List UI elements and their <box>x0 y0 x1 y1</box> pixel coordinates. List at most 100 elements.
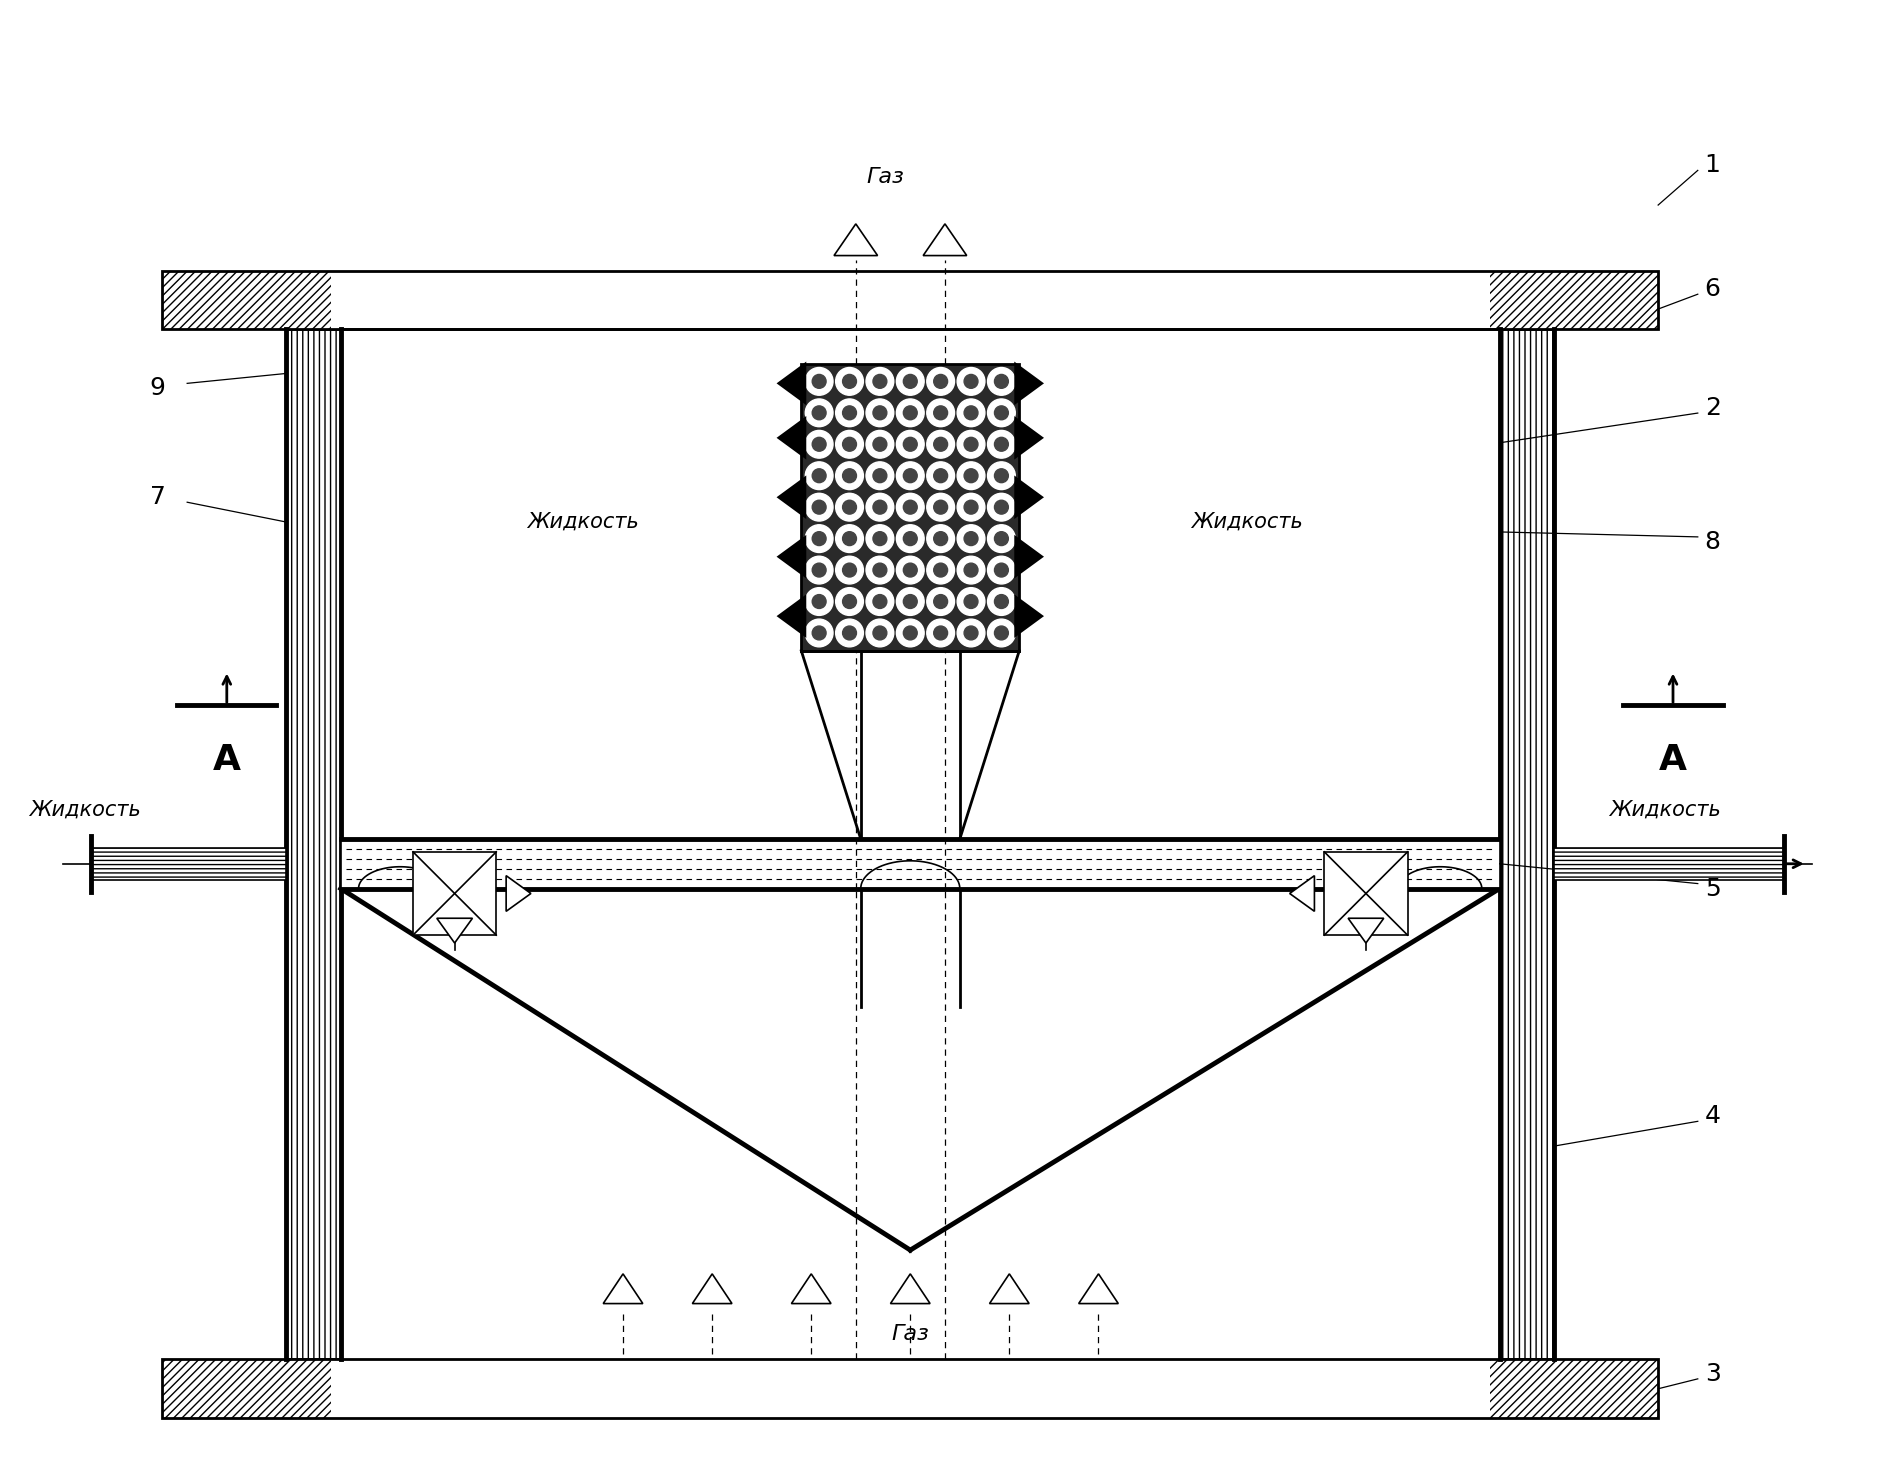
Circle shape <box>896 368 924 395</box>
Circle shape <box>926 556 955 584</box>
Circle shape <box>836 462 862 490</box>
Circle shape <box>964 500 977 514</box>
Circle shape <box>896 462 924 490</box>
Circle shape <box>934 375 947 388</box>
Circle shape <box>934 563 947 578</box>
Circle shape <box>896 588 924 616</box>
Circle shape <box>994 375 1009 388</box>
Circle shape <box>964 375 977 388</box>
Circle shape <box>866 494 894 520</box>
Polygon shape <box>1289 876 1315 911</box>
Circle shape <box>904 500 917 514</box>
Circle shape <box>988 431 1015 459</box>
Text: Газ: Газ <box>866 168 904 187</box>
Circle shape <box>806 398 832 426</box>
Circle shape <box>866 431 894 459</box>
Circle shape <box>904 438 917 451</box>
Circle shape <box>896 431 924 459</box>
Circle shape <box>806 556 832 584</box>
Circle shape <box>874 469 887 482</box>
Circle shape <box>956 494 985 520</box>
Circle shape <box>896 398 924 426</box>
Circle shape <box>988 588 1015 616</box>
Circle shape <box>988 619 1015 647</box>
Bar <box>1490 1360 1657 1419</box>
Polygon shape <box>990 1274 1030 1304</box>
Bar <box>413 853 496 935</box>
Circle shape <box>988 368 1015 395</box>
Circle shape <box>806 525 832 553</box>
Text: 5: 5 <box>1704 876 1721 901</box>
Circle shape <box>896 556 924 584</box>
Polygon shape <box>776 416 806 460</box>
Circle shape <box>866 398 894 426</box>
Circle shape <box>956 619 985 647</box>
Bar <box>162 1360 1657 1419</box>
Bar <box>90 848 286 879</box>
Circle shape <box>812 563 827 578</box>
Circle shape <box>842 594 857 609</box>
Text: Жидкость: Жидкость <box>528 512 639 532</box>
Bar <box>286 329 340 1360</box>
Circle shape <box>994 406 1009 420</box>
Circle shape <box>836 588 862 616</box>
Circle shape <box>842 375 857 388</box>
Circle shape <box>812 375 827 388</box>
Circle shape <box>926 619 955 647</box>
Circle shape <box>874 594 887 609</box>
Circle shape <box>842 469 857 482</box>
Circle shape <box>874 626 887 639</box>
Bar <box>1499 329 1554 1360</box>
Circle shape <box>926 588 955 616</box>
Circle shape <box>926 431 955 459</box>
Text: 8: 8 <box>1704 529 1721 554</box>
Circle shape <box>956 431 985 459</box>
Bar <box>162 272 1657 329</box>
Circle shape <box>964 406 977 420</box>
Polygon shape <box>1015 535 1045 579</box>
Polygon shape <box>776 475 806 519</box>
Circle shape <box>988 494 1015 520</box>
Polygon shape <box>776 594 806 638</box>
Circle shape <box>988 556 1015 584</box>
Circle shape <box>994 626 1009 639</box>
Polygon shape <box>436 919 472 944</box>
Circle shape <box>994 594 1009 609</box>
Polygon shape <box>834 223 877 256</box>
Circle shape <box>812 532 827 545</box>
Circle shape <box>904 375 917 388</box>
Circle shape <box>842 563 857 578</box>
Bar <box>1554 848 1783 879</box>
Circle shape <box>964 532 977 545</box>
Bar <box>340 839 1499 888</box>
Circle shape <box>896 494 924 520</box>
Text: 4: 4 <box>1704 1104 1721 1129</box>
Text: А: А <box>212 742 241 776</box>
Circle shape <box>806 619 832 647</box>
Circle shape <box>934 594 947 609</box>
Circle shape <box>926 398 955 426</box>
Circle shape <box>874 563 887 578</box>
Circle shape <box>836 494 862 520</box>
Circle shape <box>896 619 924 647</box>
Circle shape <box>964 438 977 451</box>
Circle shape <box>836 556 862 584</box>
Circle shape <box>904 406 917 420</box>
Bar <box>162 272 331 329</box>
Circle shape <box>994 563 1009 578</box>
Circle shape <box>956 525 985 553</box>
Circle shape <box>994 500 1009 514</box>
Polygon shape <box>923 223 966 256</box>
Circle shape <box>926 525 955 553</box>
Polygon shape <box>776 362 806 406</box>
Polygon shape <box>691 1274 733 1304</box>
Circle shape <box>806 431 832 459</box>
Circle shape <box>904 532 917 545</box>
Circle shape <box>964 563 977 578</box>
Circle shape <box>964 469 977 482</box>
Circle shape <box>812 594 827 609</box>
Circle shape <box>926 462 955 490</box>
Circle shape <box>836 525 862 553</box>
Polygon shape <box>1079 1274 1118 1304</box>
Circle shape <box>904 469 917 482</box>
